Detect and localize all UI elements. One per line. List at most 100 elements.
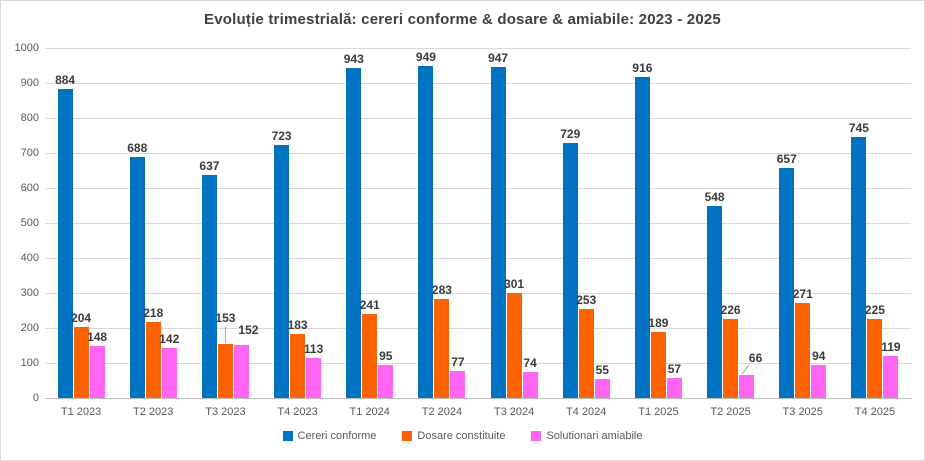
bar-cereri-conforme-t3-2025[interactable]	[779, 168, 795, 398]
bar-cereri-conforme-t2-2023[interactable]	[129, 157, 145, 398]
bar-cereri-conforme-t4-2023[interactable]	[274, 144, 290, 398]
y-axis-tick-label-800: 800	[20, 112, 39, 124]
bar-dosare-constituite-t4-2025[interactable]	[867, 319, 883, 398]
bar-solutionari-amiabile-t3-2023[interactable]	[233, 344, 249, 398]
gridline-700	[45, 153, 911, 154]
data-label-cereri-conforme-t4-2023: 723	[271, 128, 292, 143]
bar-dosare-constituite-t1-2025[interactable]	[650, 331, 666, 398]
data-label-dosare-constituite-t2-2024: 283	[431, 282, 452, 297]
x-axis-tick-label-t4-2023: T4 2023	[277, 406, 318, 418]
data-label-solutionari-amiabile-t2-2024: 77	[451, 355, 465, 370]
y-axis-tick-label-300: 300	[20, 287, 39, 299]
data-label-solutionari-amiabile-t3-2024: 74	[523, 356, 537, 371]
y-axis-tick-label-900: 900	[20, 77, 39, 89]
bar-cereri-conforme-t2-2025[interactable]	[707, 206, 723, 398]
legend-item-cereri-conforme[interactable]: Cereri conforme	[282, 430, 377, 442]
bar-dosare-constituite-t3-2023[interactable]	[217, 344, 233, 398]
y-axis-tick-label-500: 500	[20, 217, 39, 229]
gridline-200	[45, 328, 911, 329]
bar-solutionari-amiabile-t1-2023[interactable]	[89, 346, 105, 398]
data-label-solutionari-amiabile-t4-2025: 119	[881, 340, 901, 355]
x-axis-tick-label-t2-2025: T2 2025	[710, 406, 751, 418]
bar-cereri-conforme-t1-2025[interactable]	[634, 77, 650, 398]
bar-solutionari-amiabile-t2-2025[interactable]	[739, 374, 755, 398]
data-label-dosare-constituite-t2-2025: 226	[720, 302, 741, 317]
data-label-cereri-conforme-t4-2025: 745	[848, 121, 869, 136]
bar-dosare-constituite-t4-2023[interactable]	[290, 333, 306, 398]
data-label-dosare-constituite-t1-2025: 189	[648, 315, 669, 330]
bar-dosare-constituite-t3-2025[interactable]	[795, 303, 811, 398]
y-axis-tick-label-400: 400	[20, 252, 39, 264]
data-label-dosare-constituite-t3-2025: 271	[792, 287, 813, 302]
data-label-cereri-conforme-t1-2025: 916	[632, 61, 653, 76]
legend-swatch-cereri-conforme-icon	[282, 431, 293, 441]
bar-solutionari-amiabile-t4-2023[interactable]	[306, 358, 322, 398]
data-label-solutionari-amiabile-t2-2025: 66	[748, 350, 763, 365]
chart-title: Evoluție trimestrială: cereri conforme &…	[204, 11, 721, 28]
bar-solutionari-amiabile-t2-2023[interactable]	[161, 348, 177, 398]
gridline-900	[45, 83, 911, 84]
bar-solutionari-amiabile-t4-2025[interactable]	[883, 356, 899, 398]
bar-cereri-conforme-t2-2024[interactable]	[418, 65, 434, 398]
gridline-600	[45, 188, 911, 189]
legend-item-dosare-constituite[interactable]: Dosare constituite	[402, 430, 505, 442]
data-label-solutionari-amiabile-t3-2025: 94	[812, 349, 826, 364]
y-axis-tick-label-700: 700	[20, 147, 39, 159]
bar-solutionari-amiabile-t4-2024[interactable]	[594, 378, 610, 398]
bar-solutionari-amiabile-t3-2024[interactable]	[522, 372, 538, 398]
bar-dosare-constituite-t1-2023[interactable]	[73, 326, 89, 398]
x-axis-tick-label-t3-2024: T3 2024	[493, 406, 535, 418]
x-axis-tick-label-t1-2023: T1 2023	[60, 406, 102, 418]
data-label-dosare-constituite-t4-2024: 253	[576, 293, 597, 308]
y-axis-tick-label-200: 200	[20, 322, 39, 334]
bar-solutionari-amiabile-t3-2025[interactable]	[811, 365, 827, 398]
legend-label-dosare-constituite: Dosare constituite	[417, 430, 506, 442]
data-label-dosare-constituite-t1-2024: 241	[359, 297, 380, 312]
x-axis-tick-label-t1-2024: T1 2024	[349, 406, 390, 418]
bar-dosare-constituite-t2-2024[interactable]	[434, 298, 450, 398]
legend: Cereri conforme Dosare constituite Solutio…	[1, 430, 924, 442]
x-axis-tick-label-t3-2025: T3 2025	[782, 406, 823, 418]
bar-cereri-conforme-t1-2023[interactable]	[57, 88, 73, 398]
data-label-solutionari-amiabile-t2-2023: 142	[159, 332, 180, 347]
bar-cereri-conforme-t3-2023[interactable]	[201, 175, 217, 398]
data-label-solutionari-amiabile-t1-2025: 57	[667, 362, 682, 377]
bar-dosare-constituite-t2-2025[interactable]	[723, 318, 739, 398]
data-label-cereri-conforme-t3-2025: 657	[776, 152, 797, 167]
bar-cereri-conforme-t4-2025[interactable]	[851, 137, 867, 398]
data-label-cereri-conforme-t3-2024: 947	[488, 50, 509, 65]
data-label-solutionari-amiabile-t4-2024: 55	[595, 362, 609, 377]
bar-solutionari-amiabile-t1-2024[interactable]	[378, 364, 394, 398]
data-label-cereri-conforme-t2-2025: 548	[704, 190, 725, 205]
bar-dosare-constituite-t3-2024[interactable]	[506, 292, 522, 398]
data-label-dosare-constituite-t4-2023: 183	[287, 317, 308, 332]
bar-solutionari-amiabile-t2-2024[interactable]	[450, 371, 466, 398]
legend-item-solutionari-amiabile[interactable]: Solutionari amiabile	[531, 430, 642, 442]
data-label-solutionari-amiabile-t4-2023: 113	[303, 342, 324, 357]
legend-label-cereri-conforme: Cereri conforme	[297, 430, 377, 442]
x-axis-tick-label-t2-2023: T2 2023	[133, 406, 174, 418]
bar-dosare-constituite-t4-2024[interactable]	[578, 309, 594, 398]
data-label-cereri-conforme-t1-2023: 884	[55, 72, 76, 87]
x-axis-tick-label-t4-2025: T4 2025	[854, 406, 896, 418]
data-label-cereri-conforme-t4-2024: 729	[560, 126, 581, 141]
bar-dosare-constituite-t1-2024[interactable]	[362, 313, 378, 398]
data-label-cereri-conforme-t1-2024: 943	[343, 51, 364, 66]
data-label-solutionari-amiabile-t1-2024: 95	[379, 348, 393, 363]
bar-cereri-conforme-t4-2024[interactable]	[562, 142, 578, 398]
data-label-dosare-constituite-t2-2023: 218	[143, 305, 164, 320]
x-axis-tick-label-t3-2023: T3 2023	[205, 406, 246, 418]
bar-cereri-conforme-t1-2024[interactable]	[346, 67, 362, 398]
x-axis-tick-label-t2-2024: T2 2024	[421, 406, 463, 418]
data-label-cereri-conforme-t2-2024: 949	[415, 49, 436, 64]
y-axis-tick-label-600: 600	[20, 182, 39, 194]
x-axis-tick-label-t1-2025: T1 2025	[638, 406, 679, 418]
legend-swatch-solutionari-amiabile-icon	[531, 431, 542, 441]
data-label-dosare-constituite-t1-2023: 204	[71, 310, 92, 325]
x-axis-line	[45, 398, 911, 399]
bar-dosare-constituite-t2-2023[interactable]	[145, 321, 161, 398]
bar-solutionari-amiabile-t1-2025[interactable]	[666, 378, 682, 398]
bar-cereri-conforme-t3-2024[interactable]	[490, 66, 506, 398]
